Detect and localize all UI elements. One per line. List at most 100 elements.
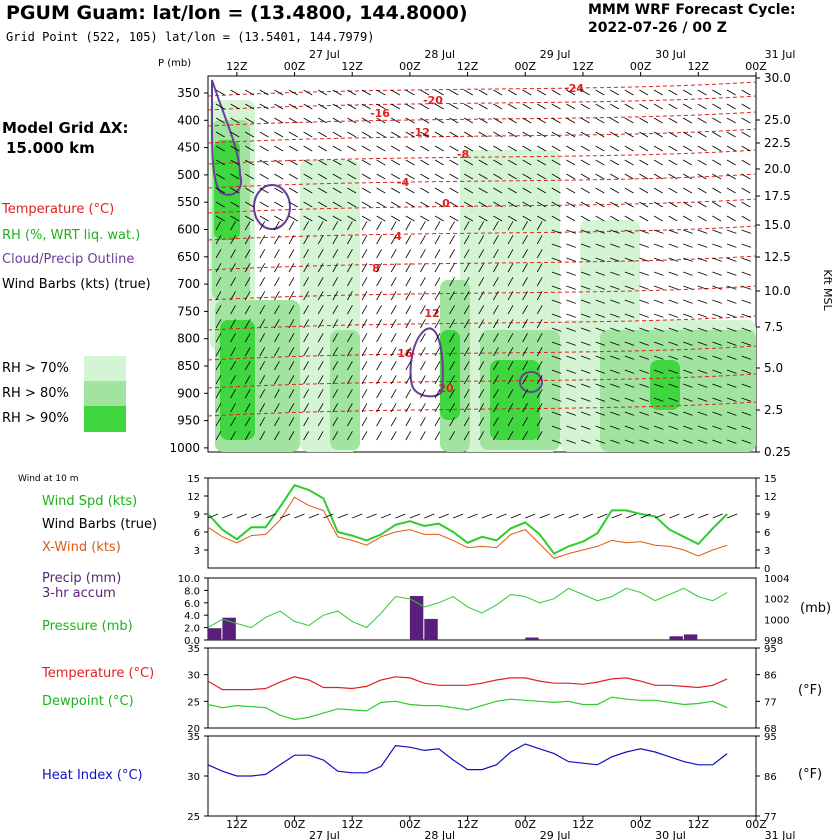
- wind-barb: [215, 263, 222, 273]
- barb-staff: [595, 397, 606, 402]
- wind-barb: [347, 201, 357, 208]
- wind-barb: [522, 103, 532, 110]
- wind-barb: [434, 221, 441, 231]
- barb-staff: [288, 417, 295, 427]
- wind-barb: [639, 257, 649, 262]
- heat-index-label: Heat Index (°C): [42, 768, 143, 783]
- wind-barb: [303, 291, 309, 301]
- wind-barb: [566, 159, 576, 166]
- barb-staff: [317, 361, 324, 371]
- wind-barb: [726, 201, 736, 208]
- wind-barb: [230, 263, 236, 273]
- barb-staff: [215, 347, 222, 357]
- wind-barb: [390, 235, 397, 245]
- barb-staff: [288, 145, 298, 152]
- barb-staff: [478, 221, 485, 231]
- wind-barb: [624, 285, 635, 290]
- barb-staff: [668, 285, 679, 290]
- wind-barb: [420, 333, 426, 343]
- barb-staff: [376, 173, 386, 180]
- barb-staff: [244, 187, 255, 194]
- barb-staff: [478, 291, 485, 301]
- barb-staff: [551, 131, 561, 138]
- barb-staff: [230, 131, 240, 138]
- wind-barb: [697, 201, 707, 208]
- legend-swatch-rh90: [84, 406, 126, 432]
- barb-staff: [434, 131, 444, 138]
- wind-barb: [274, 235, 280, 245]
- barb-staff: [244, 417, 251, 427]
- wind-barb: [566, 243, 576, 248]
- rh-area: [214, 140, 240, 240]
- wind-barb: [288, 277, 295, 287]
- wind-panel-title: Wind at 10 m: [18, 474, 79, 484]
- barb-staff: [551, 341, 562, 346]
- barb-staff: [259, 89, 269, 96]
- barb-staff: [449, 319, 455, 329]
- barb-staff: [697, 131, 707, 138]
- wind-barb: [624, 159, 634, 166]
- barb-staff: [434, 319, 441, 329]
- wind-barb: [361, 103, 371, 110]
- wind-barb: [405, 361, 412, 371]
- wind-barb: [595, 215, 605, 222]
- temp-left-tick-label: 25: [187, 697, 200, 708]
- barb-staff: [551, 355, 562, 360]
- wind-barb: [683, 103, 693, 110]
- barb-staff: [259, 347, 266, 357]
- wind-barb: [288, 389, 295, 399]
- barb-staff: [522, 333, 528, 343]
- wind-barb: [624, 397, 635, 402]
- barb-staff: [230, 117, 240, 124]
- barb-staff: [653, 313, 664, 318]
- wind-barb: [522, 277, 528, 287]
- barb-staff: [259, 277, 266, 287]
- barb-staff: [303, 263, 309, 273]
- wind-barb: [697, 397, 708, 402]
- wind-barb: [478, 117, 488, 124]
- barb-staff: [420, 333, 426, 343]
- barb-staff: [580, 439, 591, 444]
- wind-barb: [668, 271, 679, 276]
- barb-staff: [274, 277, 280, 287]
- barb-staff: [244, 221, 251, 231]
- wind-barb: [726, 103, 736, 110]
- wind-barb: [215, 277, 222, 287]
- wind-barb: [274, 201, 284, 208]
- top-day-label: 27 Jul: [309, 48, 340, 61]
- wind-barb: [522, 375, 528, 385]
- bottom-tick-label: 00Z: [745, 818, 767, 831]
- barb-staff: [405, 347, 412, 357]
- barb-staff: [303, 215, 313, 222]
- barb-staff: [405, 305, 412, 315]
- wind-barb: [697, 299, 708, 304]
- wind-barb: [449, 291, 455, 301]
- wind-barb: [274, 263, 280, 273]
- barb-staff: [391, 131, 401, 138]
- wind-barb: [230, 389, 236, 399]
- barb-staff: [347, 361, 353, 371]
- wind-barb: [317, 417, 324, 427]
- barb-staff: [610, 187, 620, 194]
- barb-staff: [347, 221, 353, 231]
- barb-staff: [726, 425, 737, 430]
- wind-barb: [566, 145, 576, 152]
- barb-staff: [595, 89, 605, 96]
- temp-right-tick-label: 95: [764, 644, 777, 655]
- wind-barb: [478, 361, 485, 371]
- barb-staff: [551, 383, 562, 388]
- wind-barb: [536, 361, 543, 371]
- wind-barb: [420, 277, 426, 287]
- wind-barb: [580, 397, 591, 402]
- wind-barb: [434, 131, 444, 138]
- barb-staff: [361, 389, 368, 399]
- model-grid-value: 15.000 km: [6, 139, 95, 157]
- wind-barb: [537, 159, 547, 166]
- wind-barb: [463, 403, 470, 413]
- pressure-tick-label: 998: [764, 636, 783, 647]
- barb-staff: [683, 299, 693, 304]
- barb-staff: [390, 375, 397, 385]
- barb-staff: [274, 221, 280, 231]
- barb-staff: [215, 389, 222, 399]
- wind-barb: [697, 173, 707, 180]
